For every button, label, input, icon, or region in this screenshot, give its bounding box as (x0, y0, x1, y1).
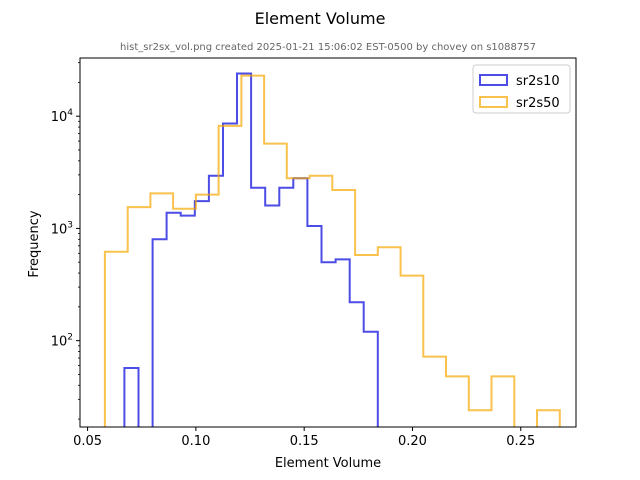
axes-layer: 0.05 0.10 0.15 0.20 0.25 102 103 104 (51, 57, 577, 449)
legend-box (472, 64, 571, 114)
x-tick-label: 0.05 (73, 434, 102, 449)
x-axis-label: Element Volume (275, 456, 381, 471)
series-layer (103, 72, 561, 427)
y-tick-label: 103 (51, 220, 73, 237)
chart-title: Element Volume (255, 9, 386, 28)
legend: sr2s10 sr2s50 (472, 64, 571, 114)
legend-label-sr2s10: sr2s10 (516, 74, 560, 89)
series-sr2s10-step-line (123, 72, 379, 427)
y-axis-label: Frequency (27, 210, 42, 277)
x-tick-label: 0.20 (398, 434, 427, 449)
series-sr2s50-step-line (103, 74, 561, 427)
axes-frame (79, 57, 577, 428)
x-tick-label: 0.15 (290, 434, 319, 449)
chart-subtitle: hist_sr2sx_vol.png created 2025-01-21 15… (120, 42, 536, 53)
legend-swatch-sr2s50 (479, 96, 508, 108)
legend-swatch-sr2s10 (479, 74, 508, 86)
y-tick-label: 102 (51, 333, 73, 350)
y-tick-label: 104 (51, 108, 74, 125)
x-tick-label: 0.25 (506, 434, 535, 449)
legend-label-sr2s50: sr2s50 (516, 96, 560, 111)
x-tick-label: 0.10 (181, 434, 210, 449)
